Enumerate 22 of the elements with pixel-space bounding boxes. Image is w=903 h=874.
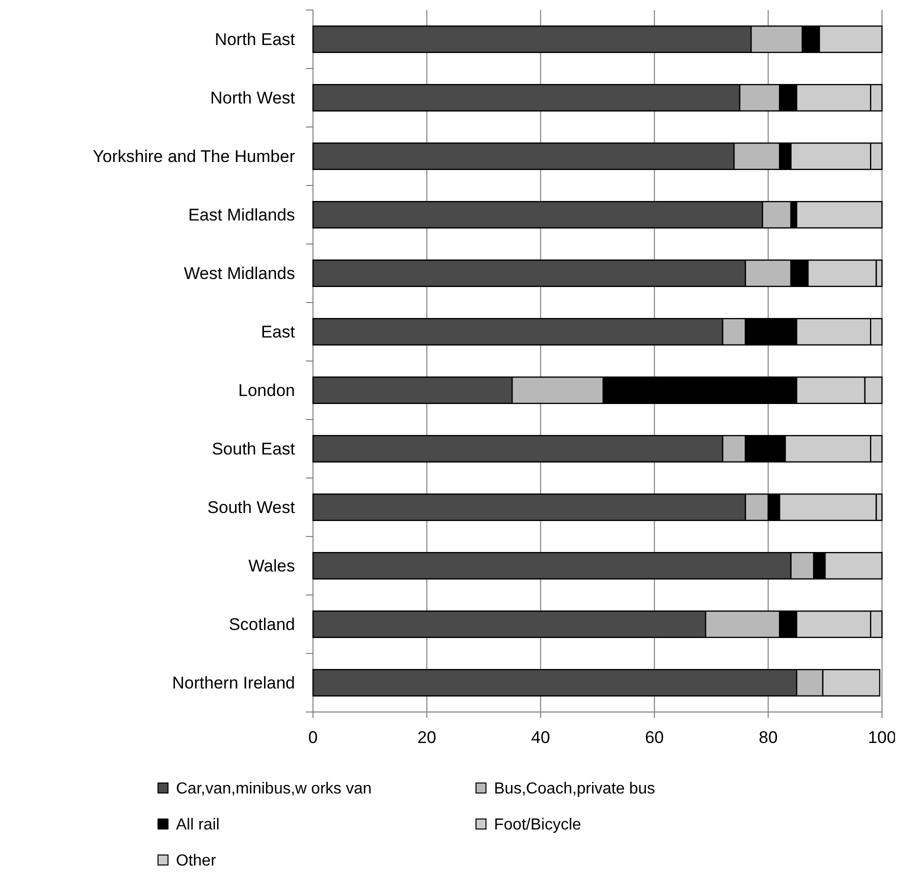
y-tick-label: South West (207, 498, 296, 518)
legend-label: Bus,Coach,private bus (494, 780, 655, 798)
x-tick-label: 0 (308, 728, 318, 747)
y-tick-label: North East (214, 30, 296, 50)
legend-label: Other (176, 852, 217, 870)
y-tick-label: South East (212, 440, 296, 459)
y-tick-label: North West (210, 88, 296, 108)
y-tick-label: Northern Ireland (172, 674, 295, 693)
x-tick-label: 20 (417, 728, 436, 747)
y-tick-label: Wales (248, 556, 295, 576)
x-tick-label: 80 (758, 728, 778, 747)
y-tick-label: Yorkshire and The Humber (92, 147, 296, 166)
y-tick-label: West Midlands (184, 264, 295, 284)
y-tick-label: London (238, 381, 295, 400)
x-tick-label: 40 (531, 728, 550, 747)
x-tick-label: 60 (644, 728, 664, 747)
y-tick-label: Scotland (228, 615, 295, 634)
y-tick-label: East (260, 322, 296, 342)
legend-label: All rail (176, 816, 220, 834)
y-tick-label: East Midlands (188, 206, 295, 225)
legend-label: Car,van,minibus,w orks van (176, 780, 372, 798)
legend-label: Foot/Bicycle (494, 816, 582, 834)
